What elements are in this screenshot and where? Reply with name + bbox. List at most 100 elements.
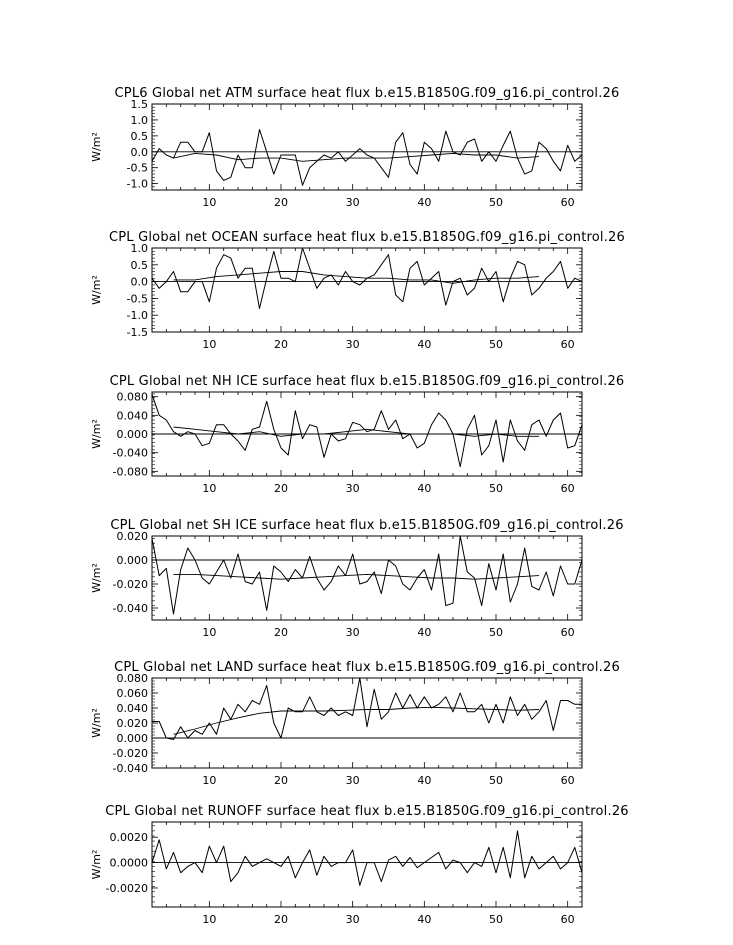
series-line-annual xyxy=(151,535,583,615)
y-tick-label: 0.060 xyxy=(117,687,149,700)
x-tick-label: 30 xyxy=(346,626,360,639)
x-tick-label: 40 xyxy=(417,482,431,495)
x-tick-label: 40 xyxy=(417,626,431,639)
y-tick-label: -0.040 xyxy=(113,447,148,460)
y-tick-label: 0.000 xyxy=(117,428,149,441)
series-line-smoothed xyxy=(173,573,540,580)
x-tick-label: 50 xyxy=(489,338,503,351)
y-axis-label: W/m² xyxy=(90,275,103,305)
y-axis-label: W/m² xyxy=(90,132,103,162)
series-line-smoothed xyxy=(173,426,539,437)
y-tick-label: 1.0 xyxy=(131,242,149,255)
y-tick-label: 0.5 xyxy=(131,130,149,143)
plot-frame xyxy=(151,535,583,621)
x-tick-label: 40 xyxy=(417,774,431,787)
y-tick-label: 0.0020 xyxy=(110,831,149,844)
x-tick-label: 50 xyxy=(489,196,503,209)
panel-title: CPL Global net LAND surface heat flux b.… xyxy=(114,660,620,675)
y-tick-label: -0.020 xyxy=(113,578,148,591)
x-tick-label: 60 xyxy=(561,482,575,495)
y-tick-label: 0.000 xyxy=(117,732,149,745)
y-tick-label: 0.000 xyxy=(117,554,149,567)
x-tick-label: 40 xyxy=(417,338,431,351)
panel-5: CPL Global net RUNOFF surface heat flux … xyxy=(90,804,629,926)
panel-title: CPL Global net SH ICE surface heat flux … xyxy=(110,518,623,533)
x-tick-label: 20 xyxy=(274,913,288,926)
y-axis-label: W/m² xyxy=(90,850,103,880)
x-tick-label: 30 xyxy=(346,774,360,787)
x-tick-label: 30 xyxy=(346,196,360,209)
x-tick-label: 10 xyxy=(202,338,216,351)
y-tick-label: -1.0 xyxy=(127,178,148,191)
panel-title: CPL Global net RUNOFF surface heat flux … xyxy=(105,804,629,819)
x-tick-label: 50 xyxy=(489,626,503,639)
y-tick-label: 0.020 xyxy=(117,530,149,543)
plot-frame xyxy=(151,821,583,908)
x-tick-label: 50 xyxy=(489,913,503,926)
y-tick-label: -0.080 xyxy=(113,465,148,478)
series-line-annual xyxy=(152,677,582,740)
y-tick-label: 1.5 xyxy=(131,98,149,111)
x-tick-label: 10 xyxy=(202,196,216,209)
x-tick-label: 10 xyxy=(202,482,216,495)
x-tick-label: 30 xyxy=(346,338,360,351)
y-tick-label: 0.0 xyxy=(131,276,149,289)
y-tick-label: -0.040 xyxy=(113,602,148,615)
y-tick-label: -1.5 xyxy=(127,326,148,339)
panel-2: CPL Global net NH ICE surface heat flux … xyxy=(90,374,624,495)
panel-title: CPL6 Global net ATM surface heat flux b.… xyxy=(115,86,620,101)
x-tick-label: 20 xyxy=(274,338,288,351)
series-line-annual xyxy=(151,129,583,186)
plot-frame xyxy=(151,247,583,333)
x-tick-label: 20 xyxy=(274,482,288,495)
x-tick-label: 20 xyxy=(274,774,288,787)
x-tick-label: 60 xyxy=(561,913,575,926)
panel-4: CPL Global net LAND surface heat flux b.… xyxy=(90,660,620,787)
x-tick-label: 60 xyxy=(561,196,575,209)
y-axis-label: W/m² xyxy=(90,708,103,738)
y-tick-label: 0.080 xyxy=(117,672,149,685)
x-tick-label: 40 xyxy=(417,196,431,209)
y-tick-label: -0.5 xyxy=(127,292,148,305)
x-tick-label: 10 xyxy=(202,774,216,787)
x-tick-label: 60 xyxy=(561,338,575,351)
x-tick-label: 30 xyxy=(346,913,360,926)
series-line-annual xyxy=(151,830,583,886)
panel-0: CPL6 Global net ATM surface heat flux b.… xyxy=(90,86,619,209)
x-tick-label: 10 xyxy=(202,913,216,926)
y-tick-label: 0.080 xyxy=(117,391,149,404)
panel-title: CPL Global net NH ICE surface heat flux … xyxy=(110,374,625,389)
panel-title: CPL Global net OCEAN surface heat flux b… xyxy=(109,230,625,245)
y-tick-label: 0.0000 xyxy=(110,857,149,870)
y-tick-label: 1.0 xyxy=(131,114,149,127)
y-tick-label: -0.0020 xyxy=(106,882,148,895)
x-tick-label: 60 xyxy=(561,774,575,787)
series-line-smoothed xyxy=(173,152,540,162)
y-tick-label: -0.020 xyxy=(113,747,148,760)
x-tick-label: 50 xyxy=(489,774,503,787)
y-tick-label: -1.0 xyxy=(127,309,148,322)
x-tick-label: 10 xyxy=(202,626,216,639)
panel-1: CPL Global net OCEAN surface heat flux b… xyxy=(90,230,625,351)
x-tick-label: 40 xyxy=(417,913,431,926)
panel-3: CPL Global net SH ICE surface heat flux … xyxy=(90,518,623,639)
x-tick-label: 60 xyxy=(561,626,575,639)
y-tick-label: 0.0 xyxy=(131,146,149,159)
y-tick-label: -0.040 xyxy=(113,762,148,775)
y-axis-label: W/m² xyxy=(90,563,103,593)
series-line-annual xyxy=(151,394,583,468)
y-tick-label: 0.5 xyxy=(131,259,149,272)
series-line-smoothed xyxy=(173,706,540,735)
x-tick-label: 20 xyxy=(274,196,288,209)
y-axis-label: W/m² xyxy=(90,419,103,449)
x-tick-label: 50 xyxy=(489,482,503,495)
x-tick-label: 30 xyxy=(346,482,360,495)
y-tick-label: 0.020 xyxy=(117,717,149,730)
x-tick-label: 20 xyxy=(274,626,288,639)
y-tick-label: 0.040 xyxy=(117,702,149,715)
y-tick-label: -0.5 xyxy=(127,162,148,175)
plot-frame xyxy=(151,103,583,191)
series-line-smoothed xyxy=(173,271,540,284)
y-tick-label: 0.040 xyxy=(117,409,149,422)
